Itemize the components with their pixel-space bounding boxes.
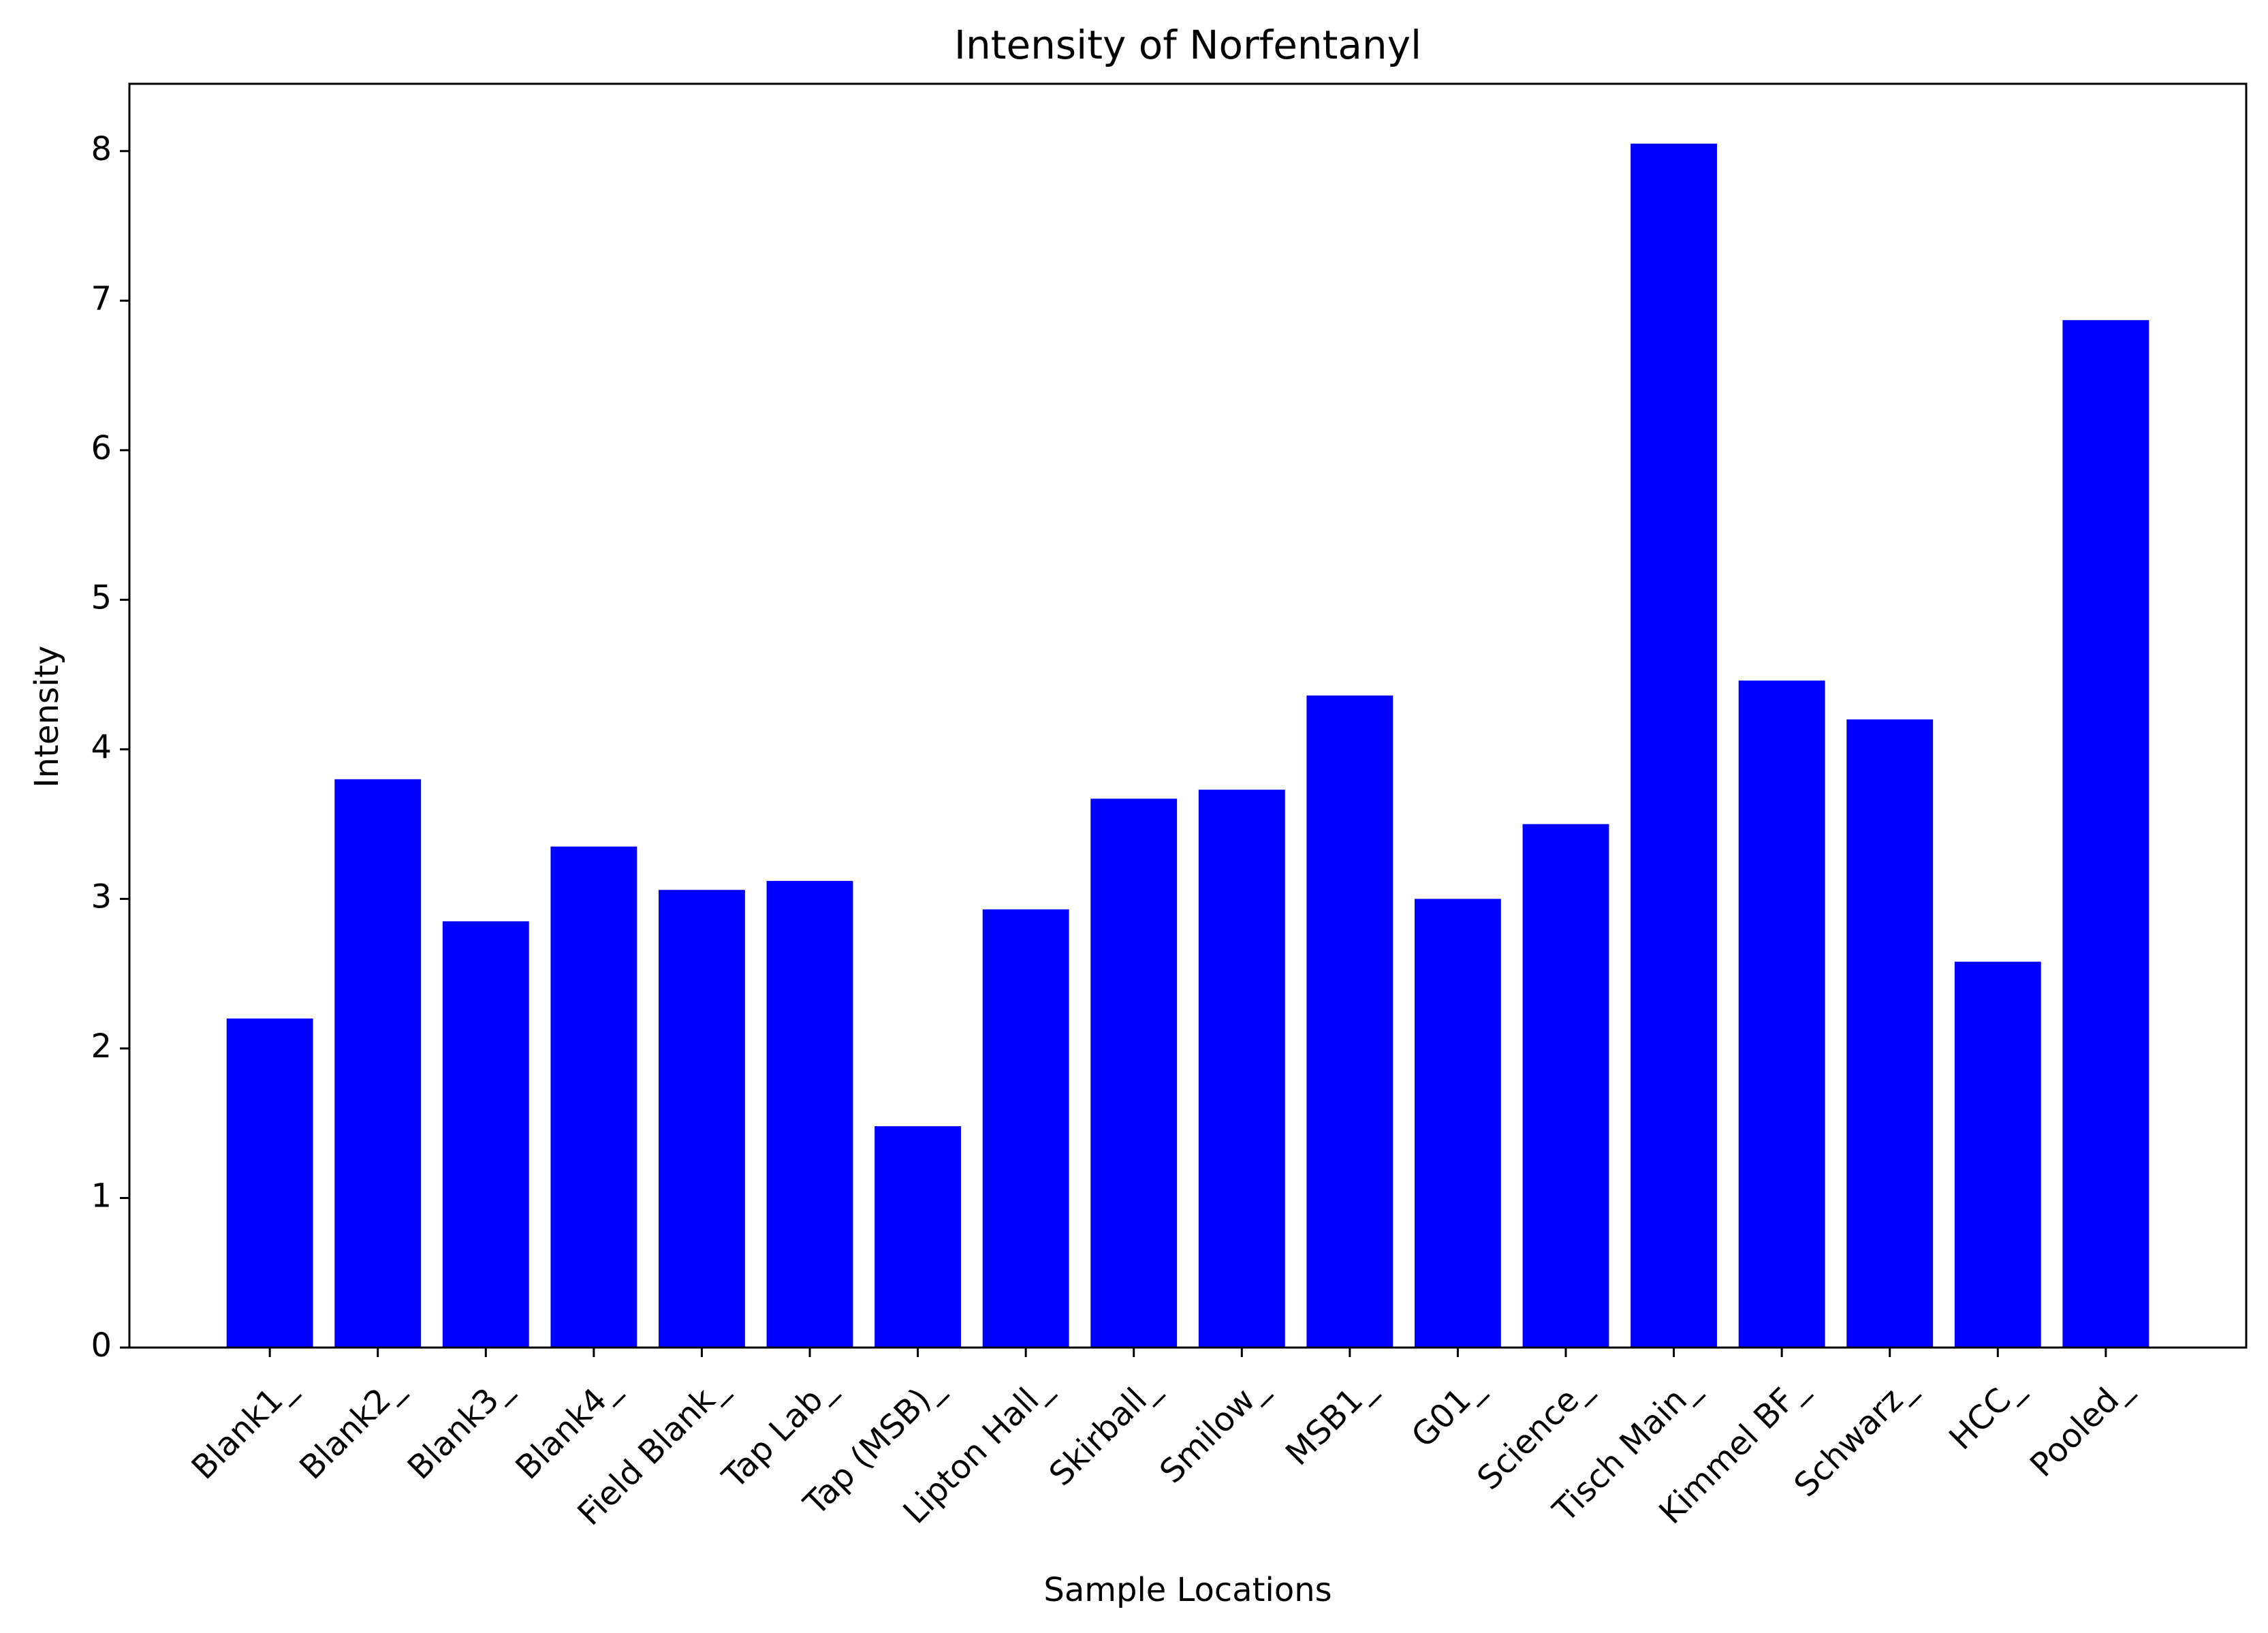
bar-blank2 [334,779,422,1348]
x-tick-label: Skirball_ [1042,1369,1167,1493]
y-tick-label: 7 [91,279,112,317]
y-tick-label: 8 [91,130,112,168]
y-tick-label: 5 [91,578,112,617]
x-axis-label: Sample Locations [1043,1571,1332,1609]
bars [226,143,2149,1348]
x-tick-label: Smilow_ [1152,1369,1274,1491]
bar-tap-msb [875,1126,961,1348]
bar-science [1522,824,1609,1348]
y-tick-label: 4 [91,728,112,766]
x-axis-ticks: Blank1_Blank2_Blank3_Blank4_Field Blank_… [185,1348,2139,1533]
x-tick-label: MSB1_ [1278,1369,1383,1473]
y-tick-label: 0 [91,1326,112,1365]
x-tick-label: Schwarz_ [1786,1369,1922,1504]
chart-title: Intensity of Norfentanyl [954,22,1421,68]
y-tick-label: 1 [91,1177,112,1215]
bar-g01 [1415,899,1501,1348]
bar-field-blank [659,890,745,1348]
bar-tisch-main [1631,143,1717,1348]
y-axis-label: Intensity [28,646,66,788]
y-tick-label: 2 [91,1027,112,1066]
x-tick-label: Pooled_ [2023,1369,2139,1484]
bar-hcc [1954,961,2041,1348]
bar-schwarz [1846,719,1934,1348]
bar-lipton-hall [982,909,1069,1348]
y-tick-label: 6 [91,429,112,467]
bar-skirball [1090,798,1178,1348]
bar-blank3 [442,921,529,1348]
x-tick-label: G01_ [1404,1369,1491,1455]
x-tick-label: Blank2_ [292,1369,411,1487]
bar-tap-lab [766,881,853,1348]
plot-frame [128,82,2248,1349]
y-axis-ticks: 0 1 2 3 4 5 6 7 8 [91,130,129,1365]
x-tick-label: Blank3_ [400,1369,519,1487]
bar-kimmel-bf [1738,680,1825,1348]
bar-blank1 [226,1018,313,1348]
bar-msb1 [1306,695,1393,1348]
y-tick-label: 3 [91,877,112,916]
bar-blank4 [550,846,637,1348]
bar-pooled [2062,320,2149,1348]
x-tick-label: HCC_ [1942,1369,2030,1457]
bar-smilow [1198,790,1285,1348]
x-tick-label: Blank1_ [185,1369,303,1487]
